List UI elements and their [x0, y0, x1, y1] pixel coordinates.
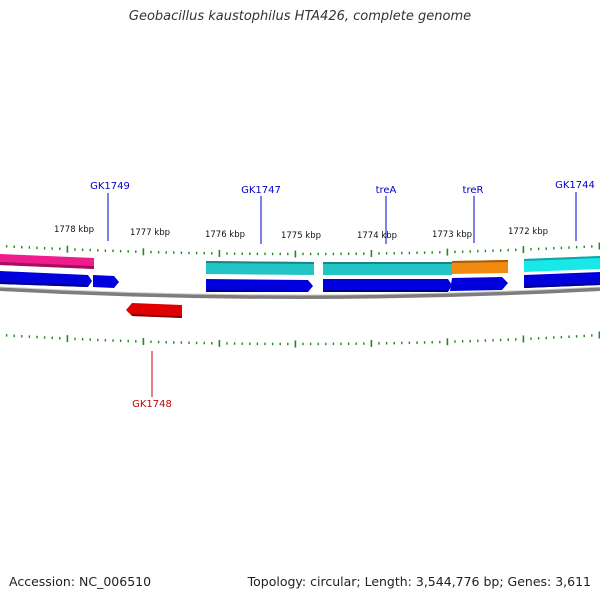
kbp-label-1776: 1776 kbp: [205, 230, 245, 240]
gene-blue-GK1749[interactable]: [93, 275, 119, 288]
kbp-label-1773: 1773 kbp: [432, 230, 472, 240]
kbp-label-1774: 1774 kbp: [357, 231, 397, 241]
gene-label-treR[interactable]: treR: [463, 185, 484, 196]
gene-teal-treA-shade: [323, 262, 452, 264]
gene-blue-GK1747-shade: [206, 290, 308, 292]
gene-teal-GK1747-shade: [206, 261, 314, 264]
gene-label-GK1747[interactable]: GK1747: [241, 185, 281, 196]
accession-text: Accession: NC_006510: [9, 574, 152, 589]
gene-red-GK1748-shade: [132, 314, 182, 318]
gene-label-GK1749[interactable]: GK1749: [90, 181, 130, 192]
ticks-bottom: [5, 331, 600, 348]
gene-blue-treA-shade: [323, 290, 448, 292]
gene-teal-treA[interactable]: [323, 262, 452, 275]
gene-blue-treR[interactable]: [450, 277, 508, 291]
gene-label-GK1744[interactable]: GK1744: [555, 180, 595, 191]
gene-magenta-left-shade: [0, 262, 94, 269]
kbp-label-1775: 1775 kbp: [281, 231, 321, 241]
gene-label-GK1748[interactable]: GK1748: [132, 399, 172, 410]
gene-blue-GK1744-shade: [524, 283, 600, 288]
genome-title: Geobacillus kaustophilus HTA426, complet…: [128, 9, 472, 24]
gene-label-treA[interactable]: treA: [376, 185, 397, 196]
gene-cyan-GK1744-shade: [524, 256, 600, 261]
kbp-label-1777: 1777 kbp: [130, 228, 170, 238]
gene-red-GK1748[interactable]: [126, 303, 182, 318]
genome-backbone: [0, 287, 600, 299]
gene-blue-GK1747[interactable]: [206, 279, 313, 292]
gene-blue-treA[interactable]: [323, 279, 452, 292]
gene-orange-treR-shade: [452, 260, 508, 263]
gene-blue-left-shade: [0, 282, 88, 287]
gene-orange-treR[interactable]: [452, 260, 508, 274]
kbp-label-1778: 1778 kbp: [54, 225, 94, 235]
genome-backbone-highlight: [0, 286, 600, 296]
ticks-top: [5, 242, 600, 258]
kbp-label-1772: 1772 kbp: [508, 227, 548, 237]
genome-summary-text: Topology: circular; Length: 3,544,776 bp…: [247, 574, 591, 589]
gene-teal-GK1747[interactable]: [206, 261, 314, 275]
